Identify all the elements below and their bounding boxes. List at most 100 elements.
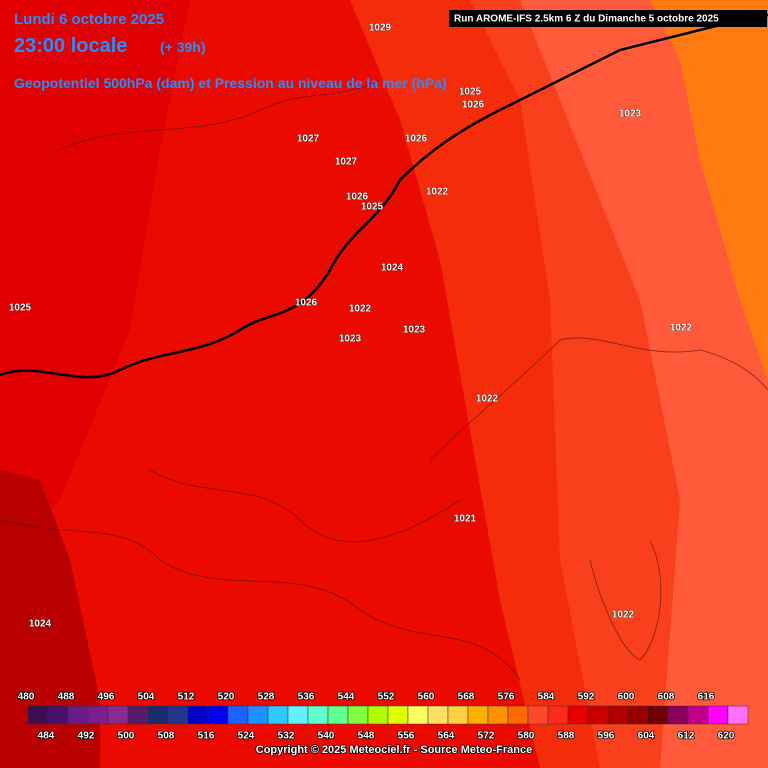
pressure-label: 1026: [295, 298, 318, 309]
contour: [59, 79, 381, 151]
colorbar-label: 520: [218, 692, 235, 703]
colorbar-swatch: [407, 705, 429, 725]
pressure-label: 1023: [619, 109, 642, 120]
colorbar-label: 564: [438, 731, 455, 742]
pressure-label: 1022: [612, 610, 635, 621]
colorbar-label: 512: [178, 692, 195, 703]
pressure-label: 1022: [476, 394, 499, 405]
colorbar-label: 556: [398, 731, 415, 742]
colorbar-swatch: [387, 705, 409, 725]
pressure-label: 1026: [346, 192, 369, 203]
colorbar-swatch: [607, 705, 629, 725]
colorbar-label: 604: [638, 731, 655, 742]
colorbar-swatch: [687, 705, 709, 725]
pressure-label: 1026: [462, 100, 485, 111]
colorbar-label: 608: [658, 692, 675, 703]
pressure-label: 1026: [405, 134, 428, 145]
field-zone: [650, 0, 768, 380]
colorbar-swatch: [707, 705, 729, 725]
colorbar-label: 552: [378, 692, 395, 703]
colorbar-label: 580: [518, 731, 535, 742]
colorbar-swatch: [107, 705, 129, 725]
pressure-label: 1022: [426, 187, 449, 198]
colorbar-swatch: [567, 705, 589, 725]
colorbar-swatch: [547, 705, 569, 725]
colorbar-swatch: [87, 705, 109, 725]
colorbar-label: 492: [78, 731, 95, 742]
colorbar-label: 592: [578, 692, 595, 703]
colorbar-swatch: [647, 705, 669, 725]
colorbar-swatch: [727, 705, 749, 725]
copyright: Copyright © 2025 Meteociel.fr - Source M…: [256, 744, 532, 756]
colorbar-swatch: [447, 705, 469, 725]
colorbar-label: 500: [118, 731, 135, 742]
border: [0, 13, 768, 379]
run-box: [449, 10, 767, 27]
colorbar-label: 508: [158, 731, 175, 742]
coast: [589, 539, 662, 661]
colorbar-label: 588: [558, 731, 575, 742]
colorbar-label: 480: [18, 692, 35, 703]
colorbar-label: 516: [198, 731, 215, 742]
colorbar-label: 524: [238, 731, 255, 742]
colorbar: 480 484 488 492 496 500 504 508 512 516 520 524 528 5…: [17, 691, 749, 742]
contours: [0, 79, 768, 681]
colorbar-label: 596: [598, 731, 615, 742]
pressure-label: 1023: [339, 334, 362, 345]
colorbar-swatch: [187, 705, 209, 725]
time: 23:00 locale: [14, 35, 127, 57]
colorbar-swatch: [627, 705, 649, 725]
colorbar-label: 504: [138, 692, 155, 703]
colorbar-label: 568: [458, 692, 475, 703]
colorbar-swatch: [307, 705, 329, 725]
colorbar-label: 572: [478, 731, 495, 742]
colorbar-swatch: [27, 705, 49, 725]
pressure-label: 1029: [369, 23, 392, 34]
pressure-label: 1025: [459, 87, 482, 98]
colorbar-label: 484: [38, 731, 55, 742]
colorbar-label: 544: [338, 692, 355, 703]
colorbar-swatch: [287, 705, 309, 725]
colorbar-swatch: [507, 705, 529, 725]
field-title: Geopotentiel 500hPa (dam) et Pression au…: [14, 75, 447, 91]
colorbar-swatch: [247, 705, 269, 725]
contour: [149, 469, 461, 543]
colorbar-swatch: [527, 705, 549, 725]
date: Lundi 6 octobre 2025: [14, 11, 164, 28]
colorbar-label: 548: [358, 731, 375, 742]
colorbar-swatch: [487, 705, 509, 725]
colorbar-swatch: [207, 705, 229, 725]
colorbar-swatch: [147, 705, 169, 725]
colorbar-swatch: [587, 705, 609, 725]
pressure-label: 1025: [361, 202, 384, 213]
colorbar-label: 612: [678, 731, 695, 742]
colorbar-swatch: [227, 705, 249, 725]
contour: [429, 337, 768, 461]
colorbar-swatch: [167, 705, 189, 725]
pressure-label: 1027: [335, 157, 358, 168]
colorbar-swatch: [327, 705, 349, 725]
colorbar-swatch: [427, 705, 449, 725]
field-zone: [0, 0, 190, 560]
pressure-label: 1023: [403, 325, 426, 336]
field-zone: [0, 470, 100, 768]
pressure-label: 1021: [454, 514, 477, 525]
contour: [0, 519, 521, 681]
colorbar-label: 532: [278, 731, 295, 742]
colorbar-label: 616: [698, 692, 715, 703]
colorbar-label: 576: [498, 692, 515, 703]
colorbar-swatch: [367, 705, 389, 725]
colorbar-label: 496: [98, 692, 115, 703]
colorbar-label: 560: [418, 692, 435, 703]
colorbar-swatch: [127, 705, 149, 725]
field-zone: [520, 0, 768, 768]
colorbar-swatch: [347, 705, 369, 725]
colorbar-swatch: [267, 705, 289, 725]
pressure-label: 1027: [297, 134, 320, 145]
colorbar-swatch: [47, 705, 69, 725]
colorbar-label: 540: [318, 731, 335, 742]
pressure-label: 1024: [381, 263, 404, 274]
pressure-label: 1025: [9, 303, 32, 314]
